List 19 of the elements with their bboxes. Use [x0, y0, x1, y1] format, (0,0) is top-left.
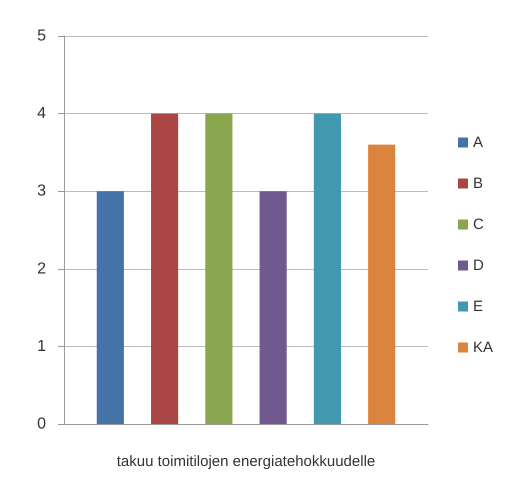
y-tick-label: 4 — [37, 105, 46, 122]
bar — [368, 144, 396, 424]
y-tick-label: 2 — [37, 260, 46, 278]
y-tick-label: 3 — [37, 182, 46, 200]
x-tick-label: takuu toimitilojen energiatehokkuudelle — [116, 453, 376, 470]
y-tick-label: 5 — [37, 28, 46, 44]
legend-label: KA — [472, 339, 494, 356]
y-tick-label: 0 — [37, 416, 46, 432]
legend-label: D — [472, 257, 484, 274]
bar — [260, 191, 287, 424]
legend-label: E — [472, 298, 484, 315]
bar — [314, 114, 341, 424]
legend-label: A — [472, 134, 484, 151]
bar — [96, 191, 124, 424]
bar — [151, 114, 178, 424]
bar — [205, 114, 232, 424]
legend-label: B — [472, 175, 484, 192]
y-tick-label: 1 — [37, 338, 46, 355]
legend-label: C — [472, 216, 484, 233]
